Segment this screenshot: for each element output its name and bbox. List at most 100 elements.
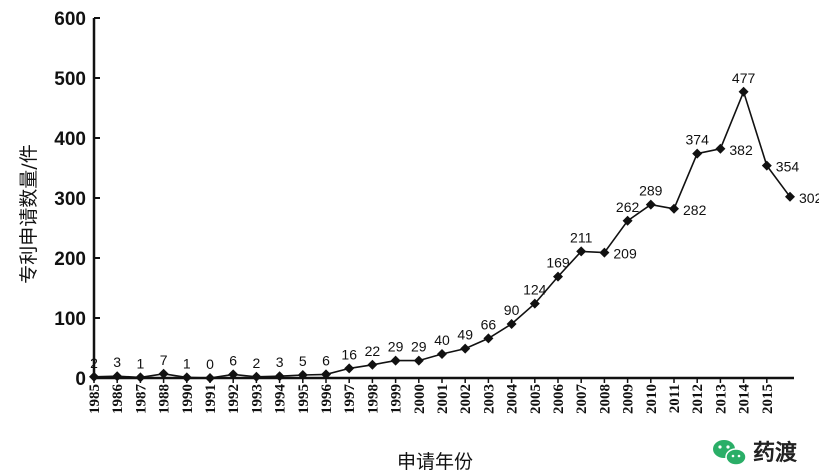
x-tick-label: 1986: [110, 384, 126, 415]
data-label: 1: [183, 355, 191, 371]
data-label: 211: [570, 229, 593, 245]
data-label: 7: [160, 352, 168, 368]
data-point: [506, 319, 517, 329]
x-tick-label: 1991: [203, 384, 219, 414]
y-tick-label: 400: [54, 129, 86, 150]
data-point: [181, 372, 192, 383]
data-point: [622, 215, 633, 226]
x-axis-title: 申请年份: [397, 451, 473, 473]
data-label: 49: [457, 327, 473, 343]
x-tick-label: 2000: [412, 384, 428, 414]
data-point: [692, 148, 703, 159]
x-tick-label: 2005: [528, 384, 544, 414]
data-point: [761, 160, 772, 171]
data-label: 90: [504, 302, 520, 318]
data-point: [390, 355, 401, 366]
data-label: 29: [411, 339, 427, 355]
x-tick-label: 1992: [226, 384, 242, 414]
data-point: [669, 203, 679, 214]
x-tick-label: 1990: [180, 384, 196, 414]
x-tick-label: 1995: [296, 384, 312, 414]
data-label: 302: [799, 190, 819, 206]
y-axis-title: 专利申请数量/件: [18, 144, 40, 283]
data-label: 3: [113, 354, 121, 370]
y-tick-label: 500: [54, 69, 86, 90]
x-tick-label: 2010: [644, 384, 660, 414]
x-tick-label: 1993: [249, 384, 265, 414]
data-label: 66: [481, 316, 497, 332]
data-label: 2: [253, 355, 261, 371]
watermark: 药渡: [713, 440, 798, 466]
y-tick-label: 600: [54, 9, 86, 30]
data-label: 6: [322, 352, 330, 368]
x-tick-label: 2012: [690, 384, 706, 414]
x-tick-label: 1998: [365, 384, 381, 414]
x-tick-label: 2006: [551, 384, 567, 415]
data-point: [135, 372, 146, 383]
data-label: 5: [299, 353, 307, 369]
data-label: 209: [613, 246, 637, 262]
data-point: [576, 246, 587, 257]
data-point: [599, 247, 610, 258]
x-tick-label: 2007: [574, 384, 590, 415]
data-label: 6: [229, 352, 237, 368]
x-tick-label: 1994: [273, 384, 289, 415]
data-label: 40: [434, 332, 450, 348]
data-label: 169: [546, 255, 570, 271]
data-point: [205, 373, 215, 383]
x-tick-label: 1999: [389, 384, 405, 414]
data-label: 354: [776, 159, 800, 175]
x-tick-label: 2003: [481, 384, 497, 414]
data-point: [483, 333, 494, 344]
data-point: [251, 371, 262, 382]
y-tick-label: 0: [75, 369, 86, 390]
data-point: [529, 298, 540, 309]
x-tick-label: 2013: [713, 384, 729, 414]
data-label: 477: [732, 70, 756, 86]
data-point: [715, 143, 726, 154]
data-label: 262: [616, 199, 640, 215]
watermark-text: 药渡: [753, 440, 798, 466]
chart-axes: [92, 18, 794, 380]
data-point: [460, 343, 471, 354]
data-label: 16: [341, 346, 357, 362]
x-tick-label: 1988: [157, 384, 173, 414]
data-point: [413, 355, 424, 366]
y-tick-label: 200: [54, 249, 86, 270]
data-label: 3: [276, 354, 284, 370]
x-tick-label: 1987: [133, 384, 149, 415]
data-labels: 2 3 1 7 1 0 6 2 3 5 6 16 22 29 29 40 4966901241692112092…: [90, 70, 819, 372]
data-label: 1: [137, 355, 145, 371]
y-axis-ticks: 0 100 200 300 400 500 600: [54, 9, 100, 390]
x-tick-label: 2009: [621, 384, 637, 414]
data-label: 22: [365, 343, 381, 359]
data-series: [89, 86, 795, 383]
data-point: [112, 371, 123, 382]
x-tick-label: 2014: [737, 384, 753, 415]
x-tick-label: 2004: [505, 384, 521, 415]
data-point: [344, 363, 355, 374]
x-axis-ticks: 1985 1986 1987 1988 1990 1991 1992 1993 1994 1995…: [87, 378, 776, 414]
wechat-icon: [713, 440, 747, 466]
y-tick-label: 300: [54, 189, 86, 210]
data-label: 2: [90, 355, 98, 371]
data-label: 289: [639, 183, 663, 199]
data-point: [645, 199, 656, 210]
x-tick-label: 1996: [319, 384, 335, 415]
data-point: [228, 369, 239, 380]
data-point: [89, 371, 99, 382]
x-tick-label: 2002: [458, 384, 474, 414]
data-label: 382: [729, 142, 753, 158]
x-tick-label: 1997: [342, 384, 358, 415]
x-tick-label: 2015: [760, 384, 776, 414]
data-point: [297, 370, 308, 380]
data-point: [367, 359, 378, 370]
x-tick-label: 2011: [667, 384, 683, 413]
data-point: [158, 368, 169, 379]
data-label: 374: [686, 132, 710, 148]
data-label: 29: [388, 339, 404, 355]
data-point: [437, 349, 447, 359]
data-point: [274, 371, 285, 382]
x-tick-label: 2008: [597, 384, 613, 414]
